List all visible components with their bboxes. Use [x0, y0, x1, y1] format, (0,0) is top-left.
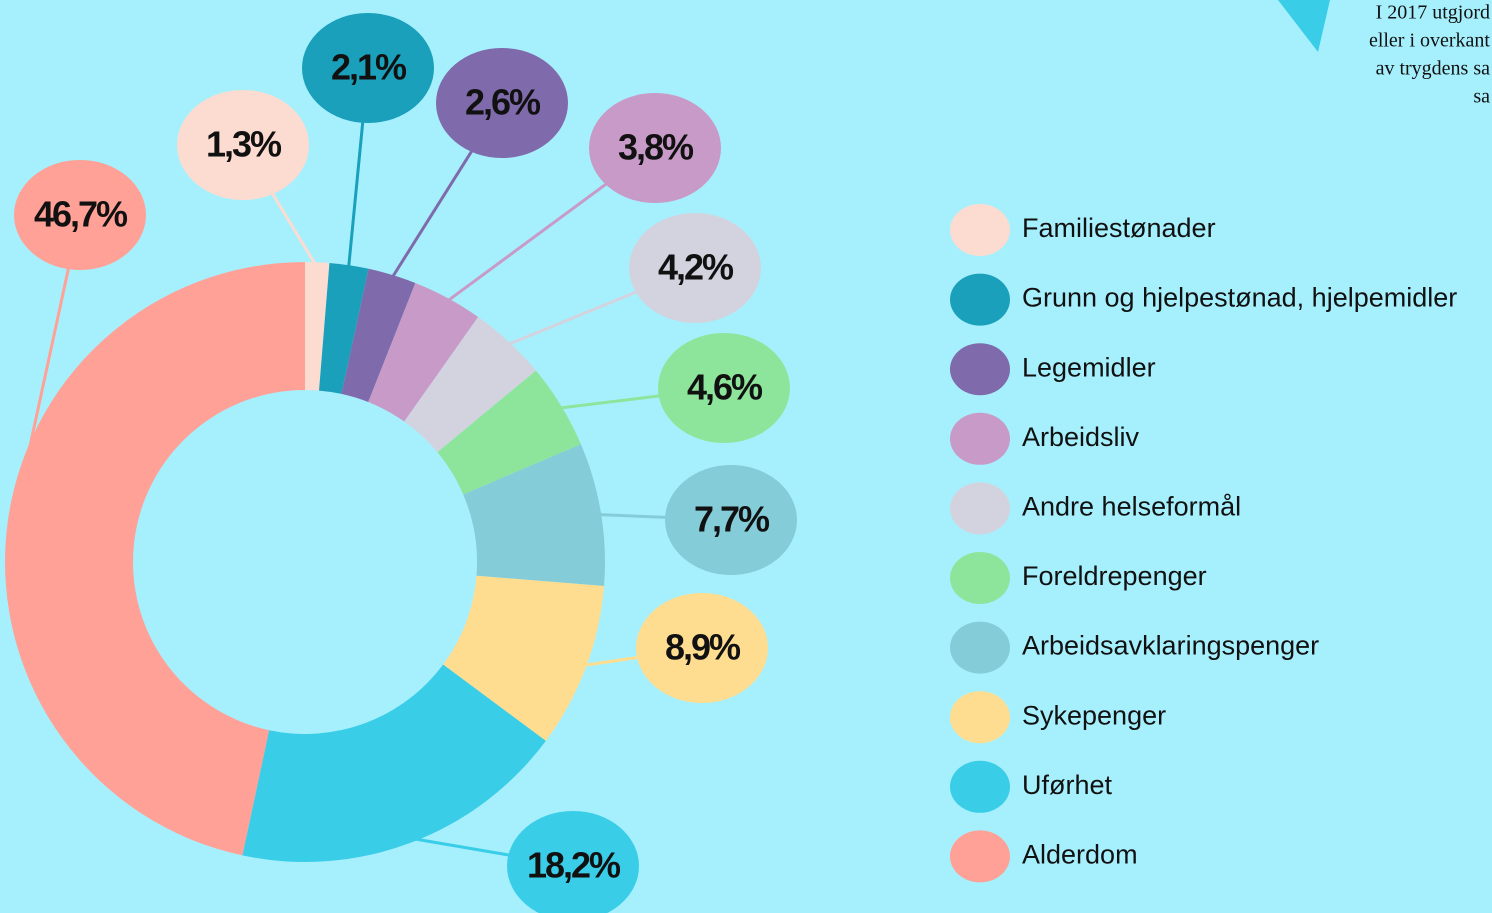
donut-slice: [242, 664, 546, 862]
legend-label: Grunn og hjelpestønad, hjelpemidler: [1022, 283, 1457, 313]
legend-swatch: [950, 760, 1010, 813]
donut-slice: [463, 444, 605, 586]
annotation-line: I 2017 utgjord: [1376, 2, 1490, 24]
label-bubble: [177, 90, 309, 200]
data-label: 4,6%: [687, 367, 763, 408]
legend-label: Familiestønader: [1022, 213, 1216, 243]
label-bubble: [629, 213, 761, 323]
label-bubble: [665, 465, 797, 575]
data-label: 18,2%: [527, 845, 621, 886]
label-bubble: [589, 93, 721, 203]
label-bubble: [436, 48, 568, 158]
legend-swatch: [950, 273, 1010, 326]
data-label: 2,6%: [465, 82, 541, 123]
legend-swatch: [950, 343, 1010, 396]
label-bubble: [302, 13, 434, 123]
data-label: 2,1%: [331, 47, 407, 88]
data-label: 46,7%: [34, 194, 128, 235]
label-bubble: [507, 811, 639, 913]
legend-swatch: [950, 412, 1010, 465]
legend-swatch: [950, 552, 1010, 604]
annotation-line: eller i overkant: [1369, 30, 1490, 52]
legend-swatch: [950, 830, 1010, 883]
donut-slice: [341, 268, 416, 403]
legend-swatch: [950, 621, 1010, 674]
donut-slice: [443, 575, 605, 741]
legend-label: Uførhet: [1022, 770, 1113, 800]
data-label: 1,3%: [206, 124, 282, 165]
data-label: 3,8%: [618, 127, 694, 168]
annotation-line: av trygdens sa: [1376, 58, 1491, 80]
data-label: 8,9%: [665, 627, 741, 668]
legend-swatch: [950, 204, 1010, 256]
donut-slice: [437, 370, 581, 495]
legend-label: Sykepenger: [1022, 700, 1166, 730]
legend-label: Alderdom: [1022, 840, 1138, 870]
legend-swatch: [950, 482, 1010, 535]
donut-slice: [368, 283, 479, 422]
legend-label: Arbeidsavklaringspenger: [1022, 631, 1319, 661]
label-bubble: [14, 160, 146, 270]
annotation-line: sa: [1473, 86, 1490, 108]
legend-label: Foreldrepenger: [1022, 561, 1207, 591]
annotation-pointer: [1278, 0, 1330, 52]
label-bubble: [658, 333, 790, 443]
donut-slice: [404, 316, 536, 453]
legend-label: Arbeidsliv: [1022, 422, 1140, 452]
donut-slice: [4, 262, 306, 856]
data-label: 4,2%: [658, 247, 734, 288]
legend-label: Legemidler: [1022, 352, 1156, 382]
legend-swatch: [950, 691, 1010, 744]
donut-slice: [305, 262, 330, 391]
label-bubble: [636, 593, 768, 703]
legend-label: Andre helseformål: [1022, 492, 1241, 522]
donut-slice: [319, 262, 369, 394]
data-label: 7,7%: [694, 499, 770, 540]
